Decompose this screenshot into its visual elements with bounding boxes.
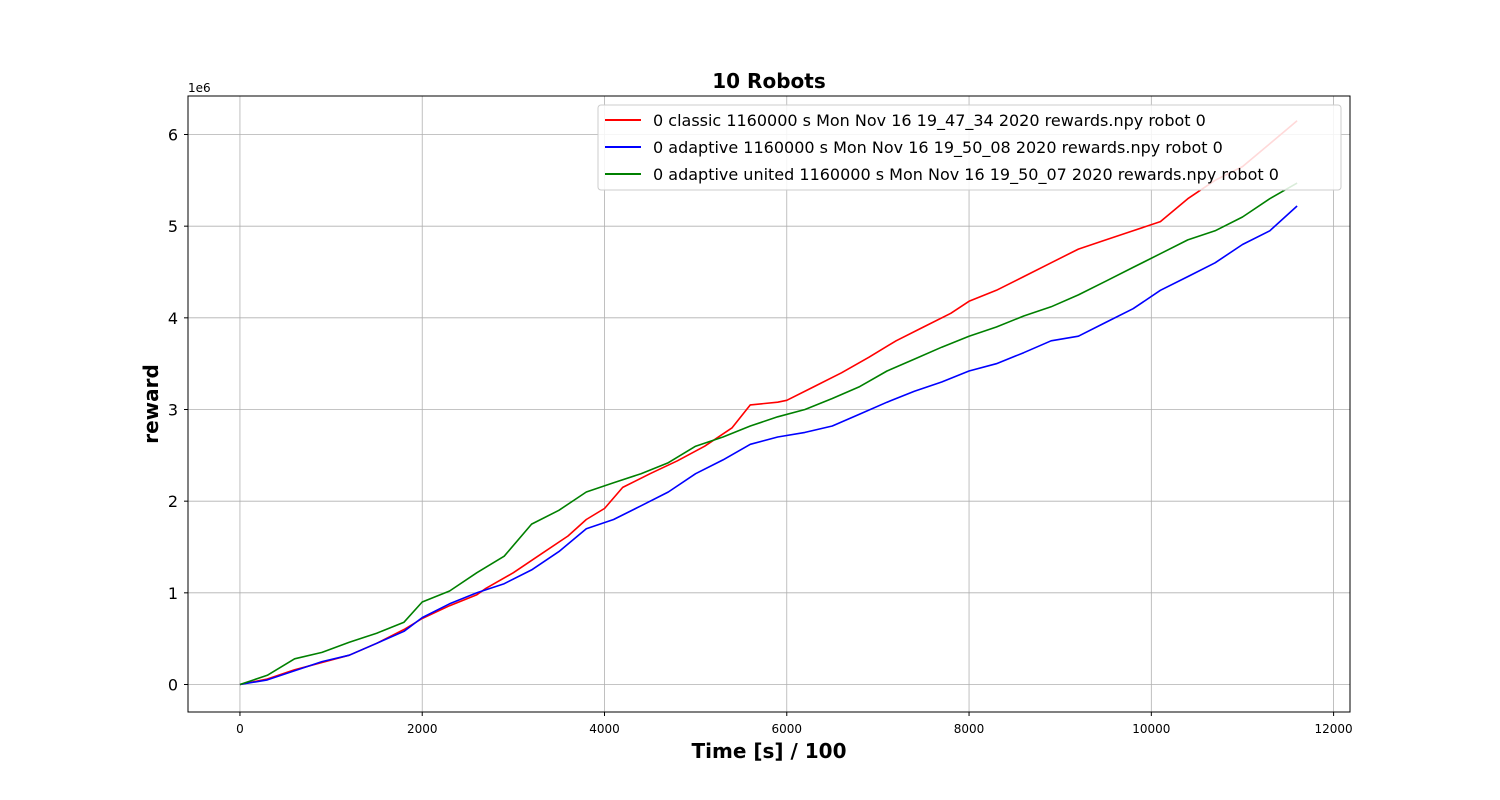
y-tick-label: 0	[168, 676, 178, 695]
x-axis-label: Time [s] / 100	[691, 739, 846, 763]
y-axis-ticks: 0 1 2 3 4 5 6	[168, 126, 188, 695]
series-lines	[239, 120, 1298, 686]
x-tick-label: 8000	[954, 722, 985, 736]
legend-entries: 0 classic 1160000 s Mon Nov 16 19_47_34 …	[605, 111, 1279, 185]
grid	[188, 96, 1350, 712]
y-tick-label: 2	[168, 492, 178, 511]
x-tick-label: 2000	[407, 722, 438, 736]
x-tick-label: 10000	[1132, 722, 1170, 736]
y-tick-label: 5	[168, 217, 178, 236]
x-tick-label: 4000	[589, 722, 620, 736]
x-tick-label: 0	[236, 722, 244, 736]
x-axis-ticks: 0 2000 4000 6000 8000 10000 12000	[236, 712, 1353, 736]
y-multiplier-label: 1e6	[188, 81, 211, 95]
y-tick-label: 6	[168, 126, 178, 145]
x-tick-label: 6000	[771, 722, 802, 736]
series-line-2	[239, 182, 1298, 686]
y-axis-label: reward	[139, 364, 163, 444]
chart-title: 10 Robots	[712, 69, 825, 93]
legend-box	[597, 104, 1342, 191]
legend-label-0: 0 classic 1160000 s Mon Nov 16 19_47_34 …	[653, 111, 1206, 131]
y-tick-label: 3	[168, 401, 178, 420]
legend: 0 classic 1160000 s Mon Nov 16 19_47_34 …	[597, 104, 1342, 191]
y-tick-label: 4	[168, 309, 178, 328]
plot-frame	[187, 95, 1351, 713]
legend-label-1: 0 adaptive 1160000 s Mon Nov 16 19_50_08…	[653, 138, 1223, 158]
y-tick-label: 1	[168, 584, 178, 603]
plot-area	[188, 96, 1350, 712]
series-line-1	[239, 205, 1298, 686]
legend-label-2: 0 adaptive united 1160000 s Mon Nov 16 1…	[653, 165, 1279, 185]
x-tick-label: 12000	[1315, 722, 1353, 736]
